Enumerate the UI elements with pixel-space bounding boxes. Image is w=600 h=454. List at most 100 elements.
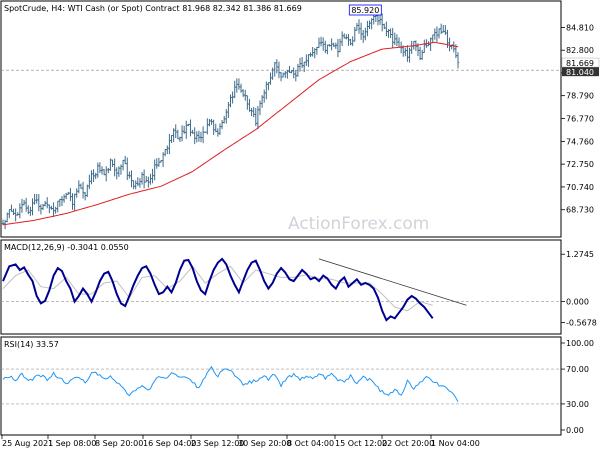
x-tick-label: 8 Oct 04:00 <box>287 439 334 448</box>
ohlc-bar <box>35 194 38 204</box>
ohlc-bar <box>380 13 384 32</box>
ohlc-bar <box>210 118 213 125</box>
ohlc-bar <box>370 18 373 30</box>
ohlc-bar <box>248 98 251 112</box>
ohlc-bar <box>319 36 323 47</box>
ohlc-bar <box>159 160 163 163</box>
ohlc-bar <box>142 169 146 189</box>
ohlc-bar <box>290 70 293 74</box>
ohlc-bar <box>252 107 255 118</box>
ohlc-bar <box>233 80 236 98</box>
ohlc-bar <box>147 176 150 188</box>
ohlc-bar <box>197 130 201 142</box>
ohlc-bar <box>71 193 74 210</box>
macd-panel-frame <box>0 239 562 335</box>
ohlc-bar <box>431 34 434 43</box>
ohlc-bar <box>161 152 165 168</box>
ohlc-bar <box>343 33 346 39</box>
ohlc-bar <box>326 44 329 55</box>
ohlc-bar <box>18 203 22 219</box>
ohlc-bar <box>153 159 156 181</box>
ohlc-bar <box>311 46 314 57</box>
ohlc-bar <box>218 123 222 135</box>
ohlc-bar <box>269 72 272 85</box>
ohlc-bar <box>239 83 243 93</box>
ohlc-bar <box>16 212 19 216</box>
ohlc-bar <box>62 194 66 203</box>
ohlc-bar <box>406 45 409 62</box>
ohlc-bar <box>250 107 253 117</box>
ohlc-bar <box>279 72 283 82</box>
ohlc-bar <box>237 78 241 90</box>
macd-signal-line <box>2 265 433 312</box>
ohlc-bar <box>353 26 356 42</box>
ohlc-bar <box>338 38 342 53</box>
macd-layer <box>1 257 561 322</box>
ohlc-bar <box>166 145 169 155</box>
ohlc-bar <box>79 183 83 189</box>
ohlc-bar <box>246 95 249 110</box>
ohlc-bar <box>244 89 247 101</box>
ohlc-bar <box>58 198 62 207</box>
ohlc-bar <box>48 204 51 214</box>
watermark-text: ActionForex.com <box>288 214 429 234</box>
ohlc-bar <box>442 24 445 33</box>
x-tick-label: 23 Sep 12:00 <box>191 439 244 448</box>
ohlc-bar <box>366 20 369 37</box>
ohlc-bar <box>385 21 388 37</box>
ohlc-bar <box>393 32 397 45</box>
ohlc-bar <box>180 125 184 142</box>
ohlc-bar <box>136 177 140 187</box>
ohlc-bar <box>102 169 106 176</box>
ohlc-bar <box>29 206 32 217</box>
ohlc-bar <box>113 158 116 177</box>
ohlc-bar <box>309 52 312 57</box>
ohlc-bar <box>83 192 87 201</box>
ohlc-bar <box>423 39 426 54</box>
moving-average-line <box>2 41 459 226</box>
ohlc-bar <box>77 180 81 194</box>
ohlc-bar <box>271 67 274 80</box>
x-tick-label: 30 Sep 20:00 <box>238 439 291 448</box>
ohlc-bar <box>317 37 321 48</box>
ohlc-bar <box>222 116 226 124</box>
ohlc-bar <box>96 162 99 178</box>
ohlc-bar <box>357 19 361 34</box>
price-y-tick-label: 70.740 <box>566 183 594 192</box>
ohlc-bar <box>39 204 43 215</box>
current-price-label: 81.669 <box>566 59 594 68</box>
ohlc-bar <box>126 157 129 181</box>
ohlc-bar <box>315 46 319 55</box>
ohlc-bar <box>50 205 53 210</box>
ohlc-bar <box>43 200 47 207</box>
ohlc-bar <box>115 167 118 180</box>
macd-y-tick-label: -0.5678 <box>566 319 597 328</box>
ohlc-bar <box>109 158 112 171</box>
ohlc-bar <box>128 171 131 179</box>
ohlc-bar <box>235 78 239 93</box>
ohlc-bar <box>397 37 401 48</box>
ohlc-bar <box>214 123 217 133</box>
ohlc-bar <box>334 42 338 49</box>
ohlc-bar <box>86 184 89 197</box>
ohlc-bar <box>267 82 270 91</box>
x-tick-label: 1 Sep 08:00 <box>48 439 96 448</box>
ohlc-bar <box>216 128 220 137</box>
ohlc-bar <box>420 49 424 60</box>
price-y-tick-label: 76.770 <box>566 115 594 124</box>
ohlc-bar <box>225 109 228 124</box>
ohlc-bar <box>52 202 55 217</box>
ohlc-bar <box>330 38 333 51</box>
ohlc-bar <box>117 166 121 177</box>
ohlc-bar <box>182 125 186 134</box>
price-y-tick-label: 68.730 <box>566 206 594 215</box>
ohlc-bar <box>429 37 432 51</box>
ohlc-bar <box>27 205 30 215</box>
ohlc-bar <box>119 164 123 175</box>
ohlc-bar <box>193 127 196 145</box>
price-y-tick-label: 78.790 <box>566 92 594 101</box>
ohlc-bar <box>437 28 441 39</box>
ohlc-bar <box>362 30 365 43</box>
price-panel-frame <box>0 0 562 238</box>
rsi-y-tick-label: 100.00 <box>566 339 594 348</box>
